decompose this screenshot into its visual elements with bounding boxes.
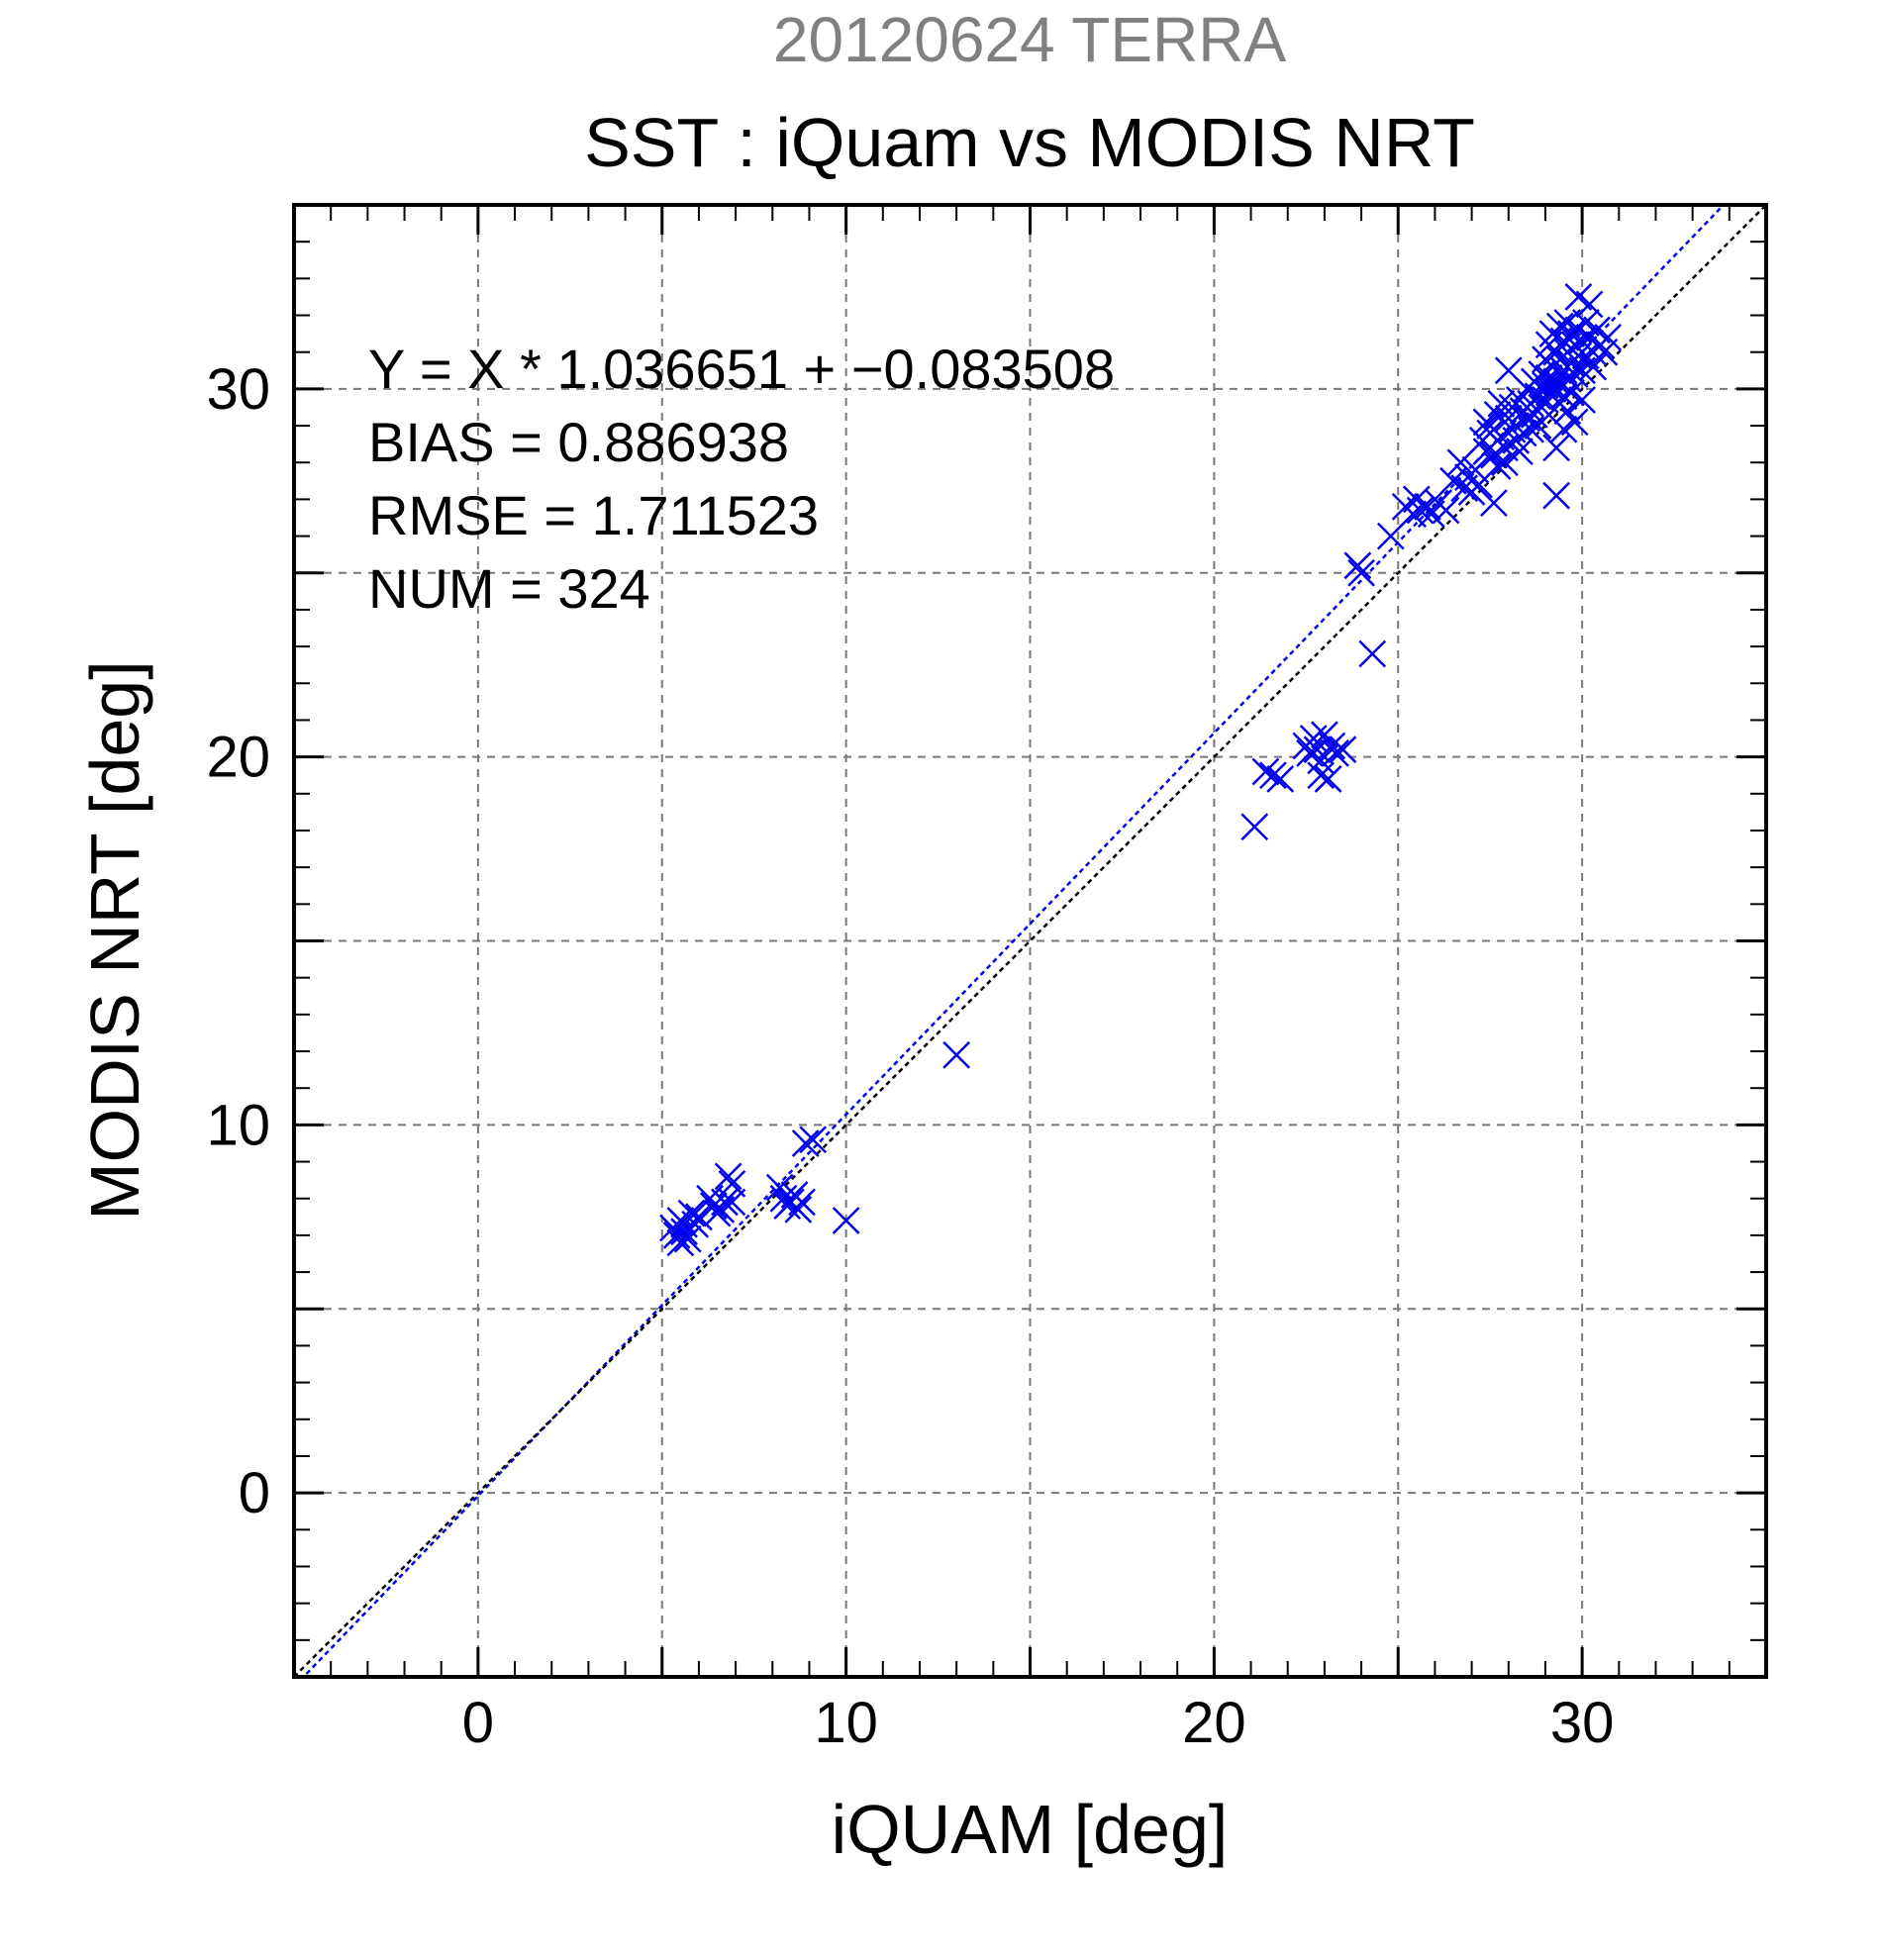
data-point (1487, 389, 1516, 418)
data-point (1542, 434, 1570, 462)
data-point (714, 1162, 742, 1191)
data-point (1299, 725, 1328, 752)
data-point (1307, 746, 1336, 775)
x-tick-label: 30 (1550, 1691, 1615, 1755)
rmse-value: RMSE = 1.711523 (368, 484, 819, 546)
data-point (1446, 448, 1475, 477)
chart-title: SST : iQuam vs MODIS NRT (584, 104, 1475, 181)
data-point (1358, 639, 1387, 668)
data-point (1251, 757, 1280, 786)
data-point (1376, 522, 1405, 550)
x-axis-label: iQUAM [deg] (832, 1791, 1229, 1868)
regression-equation: Y = X * 1.036651 + −0.083508 (368, 338, 1115, 400)
data-point (699, 1192, 728, 1221)
data-point (1491, 448, 1519, 477)
data-point (788, 1188, 816, 1217)
bias-value: BIAS = 0.886938 (368, 411, 789, 473)
data-point (942, 1040, 971, 1069)
data-point (670, 1210, 698, 1238)
data-point (718, 1188, 746, 1217)
stats-annotation: Y = X * 1.036651 + −0.083508 BIAS = 0.88… (368, 338, 1115, 620)
data-point (791, 1129, 820, 1157)
data-point (1480, 489, 1508, 518)
data-point (1568, 386, 1597, 414)
minor-tick-marks (294, 205, 1766, 1677)
data-point (832, 1207, 860, 1234)
data-point (765, 1173, 794, 1202)
y-tick-label: 30 (206, 357, 270, 422)
data-point (1532, 371, 1559, 400)
data-point (1560, 408, 1589, 437)
data-point (1406, 496, 1435, 525)
data-point (1579, 352, 1608, 381)
data-point (1318, 732, 1346, 760)
data-point (696, 1184, 724, 1213)
data-point (769, 1184, 798, 1213)
data-point (1528, 393, 1556, 422)
plot-frame (292, 203, 1768, 1679)
data-point (1432, 496, 1460, 525)
major-tick-marks (294, 205, 1766, 1677)
data-point (1314, 765, 1342, 793)
data-point (1575, 290, 1604, 319)
data-point (1329, 735, 1357, 764)
data-point (1414, 492, 1441, 521)
data-point (1322, 739, 1349, 767)
chart-date-label: 20120624 TERRA (773, 4, 1287, 75)
y-tick-label: 20 (206, 726, 270, 790)
x-tick-label: 20 (1182, 1691, 1246, 1755)
data-point (666, 1228, 695, 1257)
y-tick-labels: 0 10 20 30 (206, 357, 270, 1525)
y-tick-label: 10 (206, 1093, 270, 1157)
data-point (1258, 761, 1287, 790)
data-point (784, 1195, 813, 1224)
data-point (685, 1203, 713, 1231)
data-point (1240, 813, 1269, 841)
x-tick-labels: 0 10 20 30 (462, 1691, 1615, 1755)
data-point (1524, 412, 1552, 440)
num-value: NUM = 324 (368, 557, 650, 620)
data-point (1347, 558, 1375, 587)
x-tick-label: 10 (814, 1691, 878, 1755)
data-point (1307, 761, 1336, 790)
grid-lines (294, 205, 1766, 1677)
y-tick-label: 0 (239, 1461, 270, 1525)
x-tick-label: 0 (462, 1691, 494, 1755)
data-points (659, 283, 1623, 1257)
data-point (799, 1126, 828, 1154)
data-point (1594, 323, 1623, 351)
data-point (1483, 452, 1512, 480)
data-point (1506, 438, 1534, 465)
data-point (1266, 765, 1295, 793)
y-axis-label: MODIS NRT [deg] (76, 660, 153, 1220)
data-point (1560, 360, 1589, 388)
data-point (1343, 551, 1372, 580)
data-point (1542, 481, 1570, 510)
